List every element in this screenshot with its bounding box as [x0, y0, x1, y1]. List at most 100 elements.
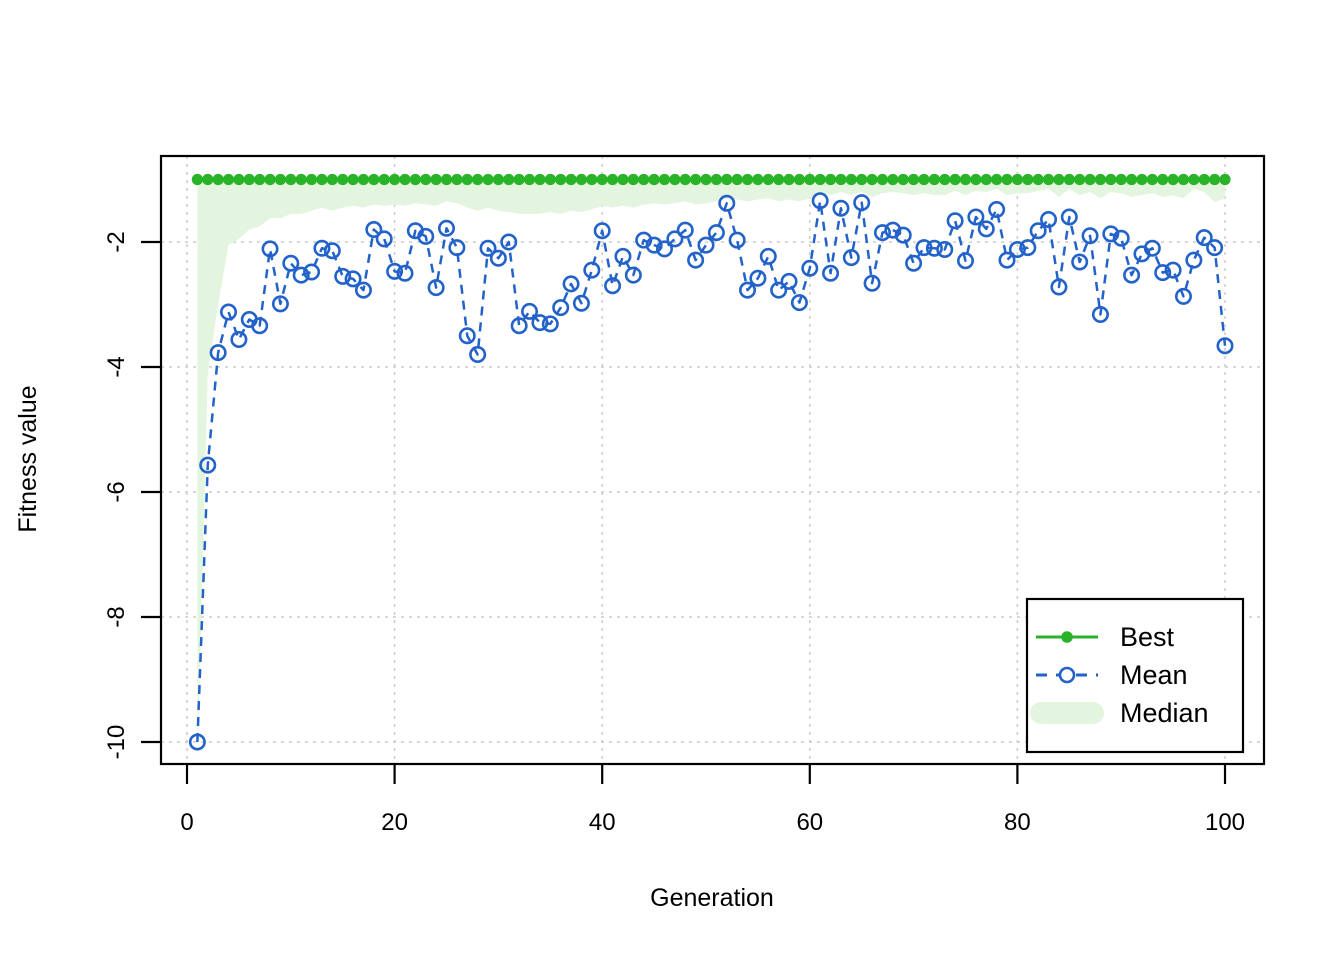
- best-point: [1146, 173, 1158, 186]
- best-point: [980, 173, 992, 186]
- x-tick-label: 0: [180, 809, 193, 836]
- best-point: [326, 173, 338, 186]
- mean-point: [469, 345, 487, 363]
- best-point: [721, 173, 733, 186]
- best-point: [472, 173, 484, 186]
- mean-point: [552, 299, 570, 317]
- best-point: [492, 173, 504, 186]
- best-point: [1022, 173, 1034, 186]
- best-point: [368, 173, 380, 186]
- best-point: [1011, 173, 1024, 186]
- best-point: [264, 173, 276, 186]
- mean-point: [261, 240, 279, 258]
- best-point: [212, 173, 224, 186]
- best-point: [513, 173, 525, 186]
- best-point: [409, 173, 421, 186]
- mean-point: [749, 269, 767, 287]
- mean-point: [1206, 239, 1224, 257]
- mean-point: [282, 254, 300, 272]
- x-axis-title: Generation: [650, 884, 774, 912]
- mean-point: [822, 264, 840, 282]
- best-point: [949, 173, 961, 186]
- mean-point: [583, 261, 601, 279]
- mean-point: [1019, 239, 1037, 257]
- best-point: [305, 173, 318, 186]
- best-point: [1042, 173, 1055, 186]
- mean-point: [1195, 229, 1213, 247]
- best-point: [856, 173, 868, 186]
- best-point: [1177, 173, 1190, 186]
- mean-point: [593, 222, 611, 240]
- best-point: [222, 173, 235, 186]
- legend: Best Mean Median: [1025, 597, 1245, 754]
- mean-point: [977, 220, 995, 238]
- best-point: [690, 173, 702, 186]
- best-point: [804, 173, 816, 186]
- best-point: [959, 173, 972, 186]
- best-point: [1157, 173, 1169, 186]
- best-point: [1188, 173, 1200, 186]
- best-point: [1167, 173, 1179, 186]
- best-point: [451, 173, 463, 186]
- mean-point: [344, 270, 362, 288]
- mean-point: [489, 249, 507, 267]
- best-point: [918, 173, 930, 186]
- best-point: [523, 173, 536, 186]
- best-point: [565, 173, 577, 186]
- mean-point: [614, 247, 632, 265]
- mean-point: [1102, 225, 1120, 243]
- x-tick-label: 100: [1205, 809, 1245, 836]
- y-tick-label: -10: [103, 725, 130, 760]
- mean-point: [1091, 305, 1109, 323]
- mean-point: [676, 221, 694, 239]
- best-point: [1136, 173, 1148, 186]
- best-point: [1105, 173, 1117, 186]
- best-point: [337, 173, 349, 186]
- mean-point: [1029, 222, 1047, 240]
- best-point: [378, 173, 390, 186]
- best-point: [1084, 173, 1096, 186]
- mean-point: [1123, 266, 1141, 284]
- best-point: [1001, 173, 1013, 186]
- mean-point: [780, 272, 798, 290]
- best-point: [1063, 173, 1075, 186]
- mean-point: [998, 251, 1016, 269]
- mean-point: [1050, 278, 1068, 296]
- mean-point: [209, 344, 227, 362]
- legend-label-median: Median: [1120, 698, 1209, 728]
- mean-point: [707, 224, 725, 242]
- best-point: [1115, 173, 1127, 186]
- x-tick-label: 40: [589, 809, 616, 836]
- x-tick-label: 60: [796, 809, 823, 836]
- mean-point: [770, 281, 788, 299]
- mean-point: [251, 317, 269, 335]
- best-point: [658, 173, 671, 186]
- best-point: [824, 173, 837, 186]
- best-point: [243, 173, 255, 186]
- mean-point: [604, 277, 622, 295]
- best-point: [970, 173, 982, 186]
- best-point: [586, 173, 598, 186]
- mean-point: [1185, 251, 1203, 269]
- best-point: [347, 173, 359, 186]
- axis-layer: 0 20 40 60 80 100 -10 -8 -6 -4 -2: [103, 231, 1245, 836]
- mean-point: [655, 240, 673, 258]
- best-point: [835, 173, 847, 186]
- mean-point: [1081, 227, 1099, 245]
- mean-point: [313, 239, 331, 257]
- best-point: [887, 173, 899, 186]
- mean-point: [624, 266, 642, 284]
- best-point: [1125, 173, 1138, 186]
- best-point: [316, 173, 328, 186]
- mean-point: [873, 224, 891, 242]
- best-point: [638, 173, 650, 186]
- best-point: [627, 173, 639, 186]
- y-tick-label: -6: [103, 481, 130, 502]
- best-point: [710, 173, 722, 186]
- mean-point: [417, 227, 435, 245]
- mean-point: [1008, 241, 1026, 259]
- mean-point: [645, 236, 663, 254]
- mean-point: [718, 194, 736, 212]
- best-point: [357, 173, 370, 186]
